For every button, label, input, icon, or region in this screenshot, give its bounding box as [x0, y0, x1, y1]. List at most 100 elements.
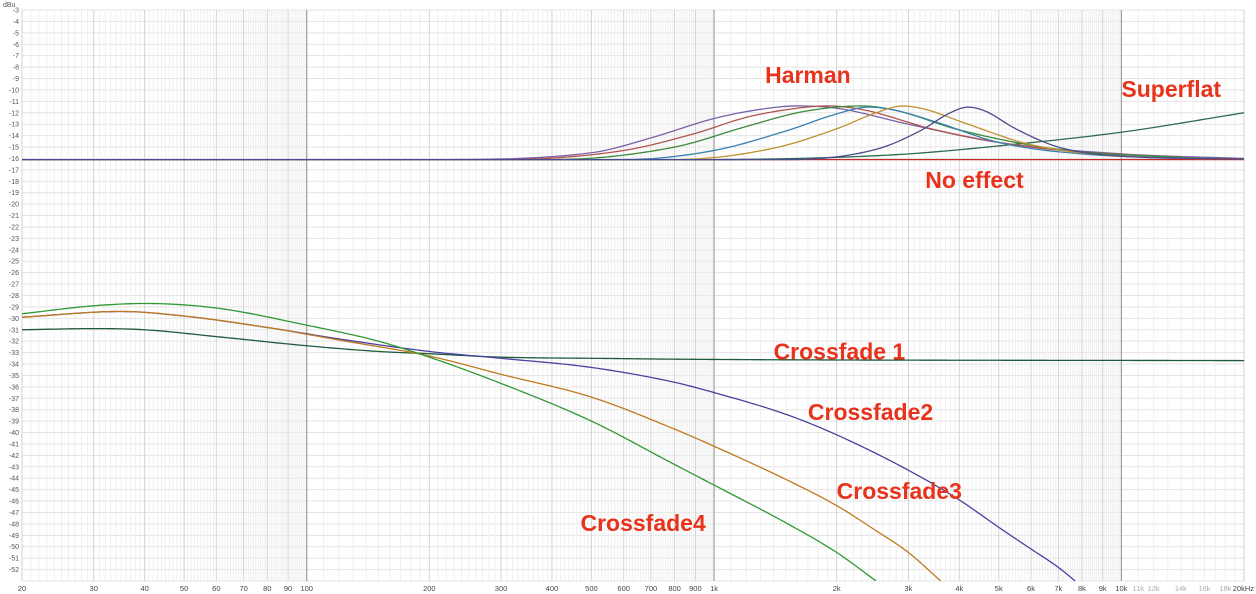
y-tick-label: -51: [9, 556, 19, 563]
y-tick-label: -20: [9, 202, 19, 209]
x-tick-label: 6k: [1027, 584, 1035, 593]
annotations: Harman Superflat No effect Crossfade 1 Cross…: [580, 62, 1221, 536]
y-tick-label: -26: [9, 270, 19, 277]
x-tick-label: 500: [585, 584, 598, 593]
y-tick-label: -46: [9, 499, 19, 506]
y-tick-label: -11: [9, 99, 19, 106]
y-axis-unit-label: dBu: [3, 2, 16, 9]
x-tick-label: 14k: [1175, 584, 1187, 593]
x-tick-label: 1k: [710, 584, 718, 593]
y-tick-label: -25: [9, 259, 19, 266]
x-tick-label: 700: [645, 584, 658, 593]
y-tick-label: -50: [9, 544, 19, 551]
x-tick-label: 20: [18, 584, 26, 593]
y-tick-label: -10: [9, 87, 19, 94]
y-tick-label: -27: [9, 282, 19, 289]
x-tick-label: 50: [180, 584, 188, 593]
y-tick-label: -43: [9, 464, 19, 471]
y-tick-label: -8: [13, 65, 19, 72]
y-tick-label: -42: [9, 453, 19, 460]
x-tick-label: 9k: [1099, 584, 1107, 593]
annotation-2: Superflat: [1121, 76, 1221, 102]
x-tick-label: 11k: [1132, 584, 1144, 593]
series-line-12: [22, 302, 877, 581]
x-tick-label: 100: [300, 584, 313, 593]
x-tick-label: 3k: [904, 584, 912, 593]
y-tick-label: -44: [9, 476, 19, 483]
x-tick-label: 10k: [1115, 584, 1127, 593]
series-line-9: [22, 327, 1244, 362]
y-tick-label: -39: [9, 419, 19, 426]
series: [22, 105, 1244, 581]
y-tick-label: -7: [13, 53, 19, 60]
x-tick-label: 200: [423, 584, 436, 593]
y-tick-label: -23: [9, 236, 19, 243]
annotation-1: Harman: [765, 62, 851, 88]
y-tick-label: -41: [9, 441, 19, 448]
x-tick-label: 12k: [1148, 584, 1160, 593]
grid: [21, 9, 1245, 582]
x-tick-label: 70: [239, 584, 247, 593]
y-tick-label: -21: [9, 213, 19, 220]
y-tick-label: -14: [9, 133, 19, 140]
x-tick-label: 7k: [1054, 584, 1062, 593]
y-tick-label: -3: [13, 8, 19, 15]
y-tick-label: -17: [9, 167, 19, 174]
y-tick-label: -45: [9, 487, 19, 494]
y-tick-label: -13: [9, 122, 19, 129]
x-tick-label: 40: [140, 584, 148, 593]
x-tick-label: 16k: [1198, 584, 1210, 593]
y-tick-label: -38: [9, 407, 19, 414]
y-tick-label: -4: [13, 19, 19, 26]
y-tick-label: -34: [9, 362, 19, 369]
y-tick-label: -33: [9, 350, 19, 357]
x-tick-label: 300: [495, 584, 508, 593]
y-tick-label: -29: [9, 304, 19, 311]
annotation-4: Crossfade 1: [774, 338, 906, 364]
x-tick-label: 60: [212, 584, 220, 593]
x-tick-label: 20kHz: [1233, 584, 1255, 593]
x-tick-label: 30: [90, 584, 98, 593]
x-tick-label: 80: [263, 584, 271, 593]
annotation-6: Crossfade3: [837, 478, 962, 504]
y-tick-label: -24: [9, 247, 19, 254]
y-tick-label: -32: [9, 339, 19, 346]
x-tick-label: 800: [668, 584, 681, 593]
x-tick-label: 5k: [995, 584, 1003, 593]
y-tick-label: -28: [9, 293, 19, 300]
x-tick-label: 400: [546, 584, 559, 593]
y-tick-label: -31: [9, 327, 19, 334]
y-tick-label: -6: [13, 42, 19, 49]
y-tick-label: -30: [9, 316, 19, 323]
y-tick-label: -48: [9, 521, 19, 528]
y-tick-label: -19: [9, 190, 19, 197]
x-tick-label: 90: [284, 584, 292, 593]
x-axis-ticks: 20 30 40 50 60 70 80 90 100 200 300 400 500 600 700 800…: [18, 584, 1254, 593]
series-line-10: [22, 310, 1076, 581]
y-tick-label: -40: [9, 430, 19, 437]
y-tick-label: -12: [9, 110, 19, 117]
annotation-7: Crossfade4: [580, 510, 705, 536]
annotation-5: Crossfade2: [808, 399, 933, 425]
x-tick-label: 4k: [955, 584, 963, 593]
y-tick-label: -22: [9, 224, 19, 231]
y-tick-label: -5: [13, 30, 19, 37]
y-axis-ticks: -3 -4 -5 -6 -7 -8 -9 -10 -11 -12 -13 -14 -15 -16 -17 -1…: [9, 8, 19, 575]
x-tick-label: 600: [617, 584, 630, 593]
y-tick-label: -18: [9, 179, 19, 186]
x-tick-label: 2k: [833, 584, 841, 593]
x-tick-label: 8k: [1078, 584, 1086, 593]
x-tick-label: 18k: [1219, 584, 1231, 593]
x-tick-label: 900: [689, 584, 702, 593]
y-tick-label: -9: [13, 76, 19, 83]
y-tick-label: -35: [9, 373, 19, 380]
series-line-11: [22, 310, 942, 581]
annotation-3: No effect: [925, 167, 1024, 193]
y-tick-label: -16: [9, 156, 19, 163]
y-tick-label: -47: [9, 510, 19, 517]
series-line-8: [22, 106, 1244, 161]
y-tick-label: -52: [9, 567, 19, 574]
y-tick-label: -37: [9, 396, 19, 403]
y-tick-label: -36: [9, 384, 19, 391]
